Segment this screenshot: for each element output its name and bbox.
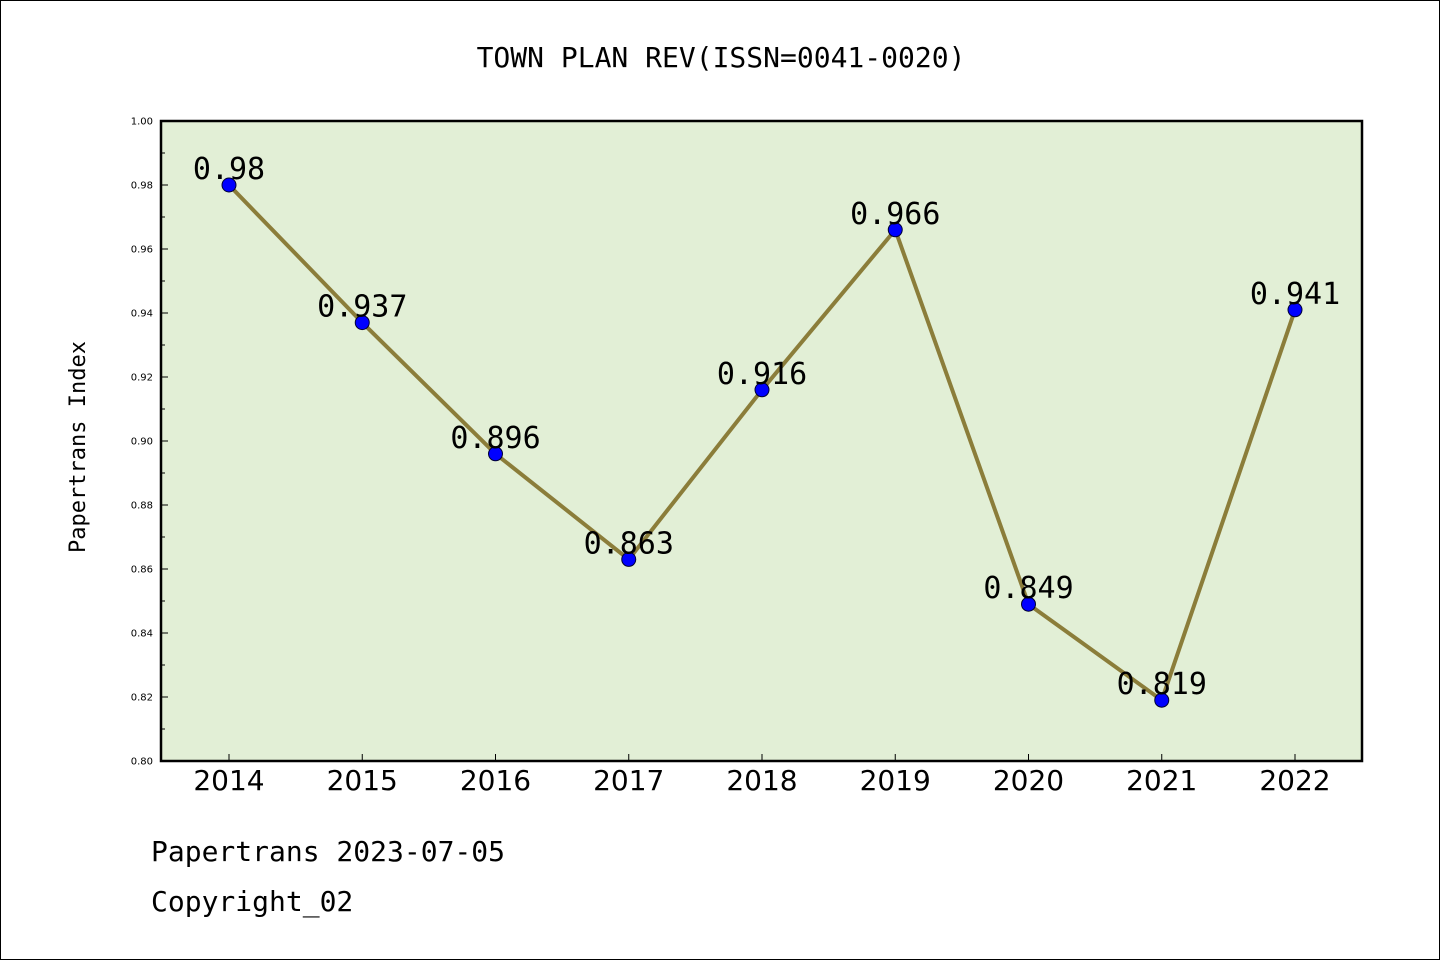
y-tick-label: 1.00 (131, 117, 153, 128)
y-tick-label: 0.96 (131, 245, 153, 256)
data-point-marker (488, 446, 503, 462)
data-label: 0.966 (850, 197, 940, 232)
plot-area (161, 121, 1362, 761)
y-tick-label: 0.84 (131, 629, 153, 640)
data-label: 0.849 (983, 571, 1073, 606)
y-axis-label: Papertrans Index (66, 341, 91, 553)
x-tick-label: 2014 (193, 764, 264, 797)
x-tick-label: 2022 (1259, 764, 1330, 797)
y-tick-label: 0.98 (131, 181, 153, 192)
chart-title: TOWN PLAN REV(ISSN=0041-0020) (477, 41, 966, 74)
y-tick-label: 0.82 (131, 693, 153, 704)
data-label: 0.863 (584, 526, 674, 561)
data-label: 0.98 (193, 152, 265, 187)
data-label: 0.819 (1117, 667, 1207, 702)
x-tick-label: 2017 (593, 764, 664, 797)
data-label: 0.941 (1250, 277, 1340, 312)
data-point-marker (621, 551, 637, 567)
data-label: 0.896 (450, 421, 540, 456)
data-point-marker (221, 177, 237, 193)
y-tick-label: 0.86 (131, 565, 153, 576)
data-point-marker (887, 222, 903, 238)
x-tick-label: 2019 (860, 764, 931, 797)
y-tick-label: 0.80 (131, 757, 153, 768)
x-tick-label: 2016 (460, 764, 531, 797)
x-tick-label: 2021 (1126, 764, 1197, 797)
y-tick-label: 0.94 (131, 309, 153, 320)
data-point-marker (1154, 692, 1170, 708)
data-label: 0.916 (717, 357, 807, 392)
data-point-marker (1021, 596, 1036, 612)
footer-copyright-text: Copyright_02 (151, 885, 354, 918)
x-tick-label: 2018 (726, 764, 797, 797)
series-group: 0.98 0.937 0.896 0.863 0.916 0.966 0.849 0.819 0… (193, 152, 1340, 708)
data-point-marker (1287, 302, 1303, 318)
footer-date-text: Papertrans 2023-07-05 (151, 835, 506, 868)
y-tick-label: 0.92 (131, 373, 153, 384)
data-point-marker (754, 382, 770, 398)
x-tick-label: 2015 (327, 764, 398, 797)
x-tick-label: 2020 (993, 764, 1064, 797)
data-point-marker (354, 315, 370, 331)
data-label: 0.937 (317, 290, 407, 325)
tick-labels: 0.80 0.82 0.84 0.86 0.88 0.90 0.92 0.94 0.96 0.98… (131, 117, 1331, 798)
y-tick-label: 0.90 (131, 437, 153, 448)
y-tick-label: 0.88 (131, 501, 153, 512)
plot-border (159, 119, 1364, 763)
